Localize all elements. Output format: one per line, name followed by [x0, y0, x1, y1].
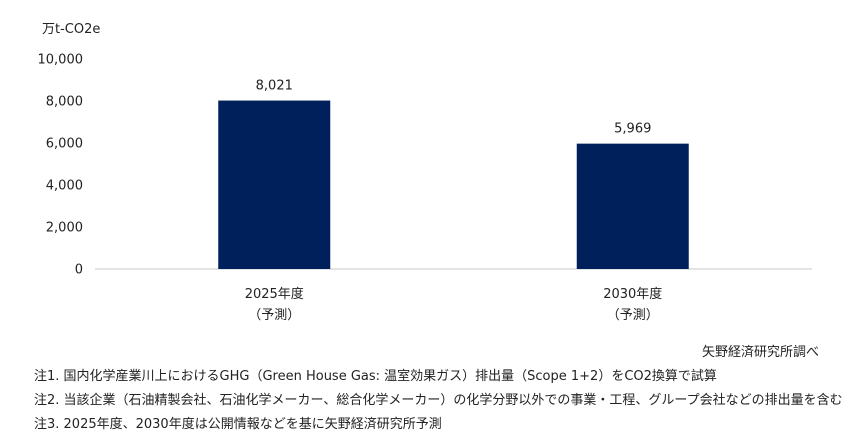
bar-chart: 0 2,000 4,000 6,000 8,000 10,000 8,021 2025年度 （予… — [38, 53, 812, 323]
note-3: 注3. 2025年度、2030年度は公開情報などを基に矢野経済研究所予測 — [34, 417, 442, 432]
source-label: 矢野経済研究所調べ — [701, 345, 819, 360]
y-tick-label: 10,000 — [38, 53, 84, 68]
notes: 注1. 国内化学産業川上におけるGHG（Green House Gas: 温室効… — [34, 365, 843, 437]
y-tick-label: 6,000 — [46, 137, 83, 152]
note-2: 注2. 当該企業（石油精製会社、石油化学メーカー、総合化学メーカー）の化学分野以… — [34, 393, 843, 408]
bar — [576, 143, 689, 269]
y-tick-label: 4,000 — [46, 179, 83, 194]
x-tick-label: 2030年度 — [603, 286, 662, 302]
y-tick-label: 0 — [75, 263, 83, 278]
x-tick-label: 2025年度 — [245, 286, 304, 302]
y-axis-unit-label: 万t-CO2e — [42, 22, 101, 37]
x-tick-sublabel: （予測） — [248, 308, 300, 323]
bar — [218, 100, 331, 270]
data-label: 8,021 — [256, 79, 293, 94]
y-tick-label: 2,000 — [46, 221, 83, 236]
note-1: 注1. 国内化学産業川上におけるGHG（Green House Gas: 温室効… — [34, 369, 717, 384]
x-tick-sublabel: （予測） — [607, 308, 659, 323]
data-label: 5,969 — [614, 122, 651, 137]
y-tick-label: 8,000 — [46, 95, 83, 110]
